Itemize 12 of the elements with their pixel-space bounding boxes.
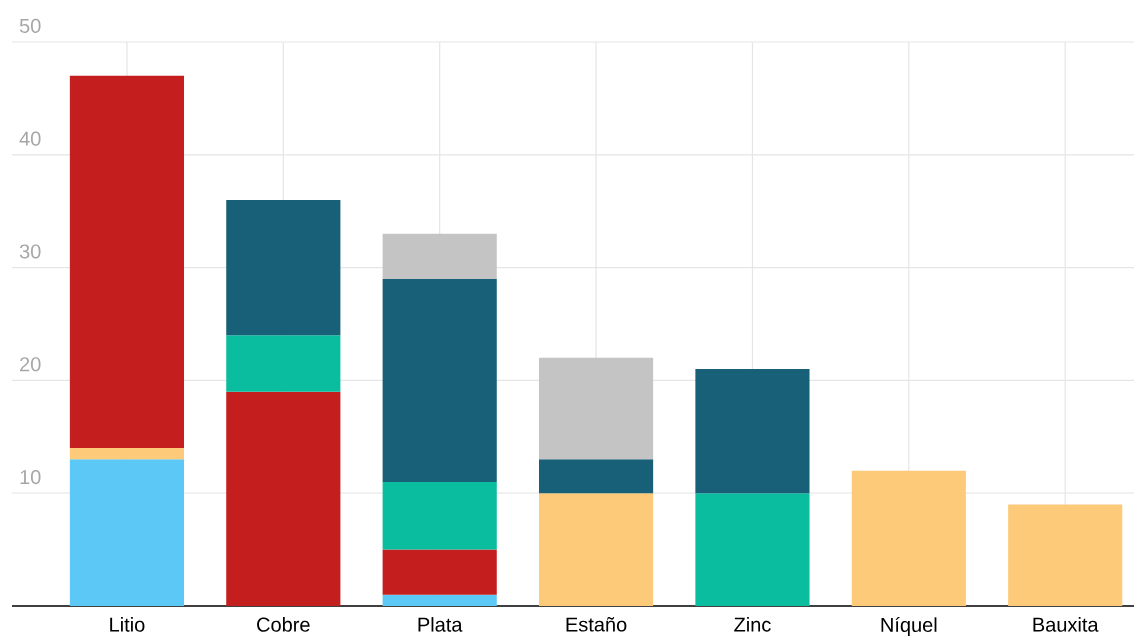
y-tick-label: 30 <box>19 244 41 259</box>
x-tick-label: Níquel <box>881 617 937 636</box>
x-tick-label: Bauxita <box>1033 617 1099 632</box>
x-tick-label: Zinc <box>734 617 771 632</box>
y-tick-label: 20 <box>20 357 41 372</box>
x-tick-label: Litio <box>110 617 145 632</box>
x-tick-label: Cobre <box>257 617 310 632</box>
x-tick-label: Plata <box>418 617 463 632</box>
y-tick-label: 40 <box>19 131 41 146</box>
x-tick-label: Estaño <box>566 617 627 632</box>
y-tick-label: 10 <box>20 469 41 485</box>
y-tick-label: 50 <box>19 18 41 33</box>
